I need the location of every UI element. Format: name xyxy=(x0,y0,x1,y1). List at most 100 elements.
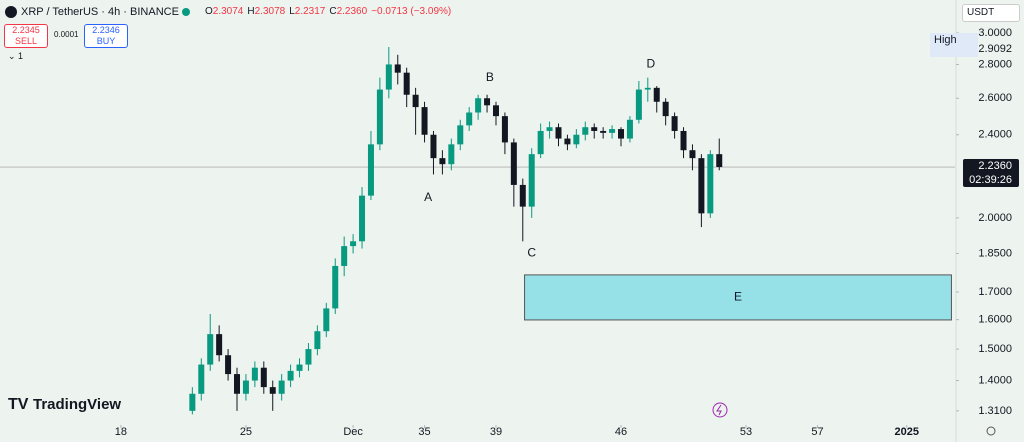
ohlc-key: C xyxy=(329,6,337,17)
candle-body xyxy=(609,129,616,133)
annotation: A xyxy=(424,190,432,204)
candle-body xyxy=(207,334,214,365)
zone xyxy=(524,274,952,321)
status-dot xyxy=(182,8,190,16)
y-tick-label: 2.6000 xyxy=(978,92,1012,104)
indicator-count: 1 xyxy=(18,51,24,61)
event-icon[interactable] xyxy=(712,402,728,418)
x-tick-label: Dec xyxy=(343,426,363,438)
y-tick-label: 2.8000 xyxy=(978,58,1012,70)
brand-mark: TV xyxy=(8,396,29,413)
candle-body xyxy=(332,265,339,309)
annotation: C xyxy=(527,246,536,260)
candle-body xyxy=(707,154,714,214)
candle-body xyxy=(546,127,553,131)
candle-body xyxy=(519,184,526,207)
y-tick-label: 1.8500 xyxy=(978,247,1012,259)
candle-body xyxy=(501,116,508,143)
candle-body xyxy=(385,64,392,90)
candle-body xyxy=(305,349,312,365)
price-badge-value: 2.2360 xyxy=(978,160,1012,172)
ohlc-legend: O2.3074 H2.3078 L2.2317 C2.2360 −0.0713 (−3.… xyxy=(205,6,451,17)
candle-body xyxy=(403,72,410,95)
candle-body xyxy=(412,94,419,108)
candle-body xyxy=(278,380,285,394)
settings-icon[interactable] xyxy=(986,426,996,436)
candle-body xyxy=(671,116,678,131)
y-tick-label: 1.7000 xyxy=(978,286,1012,298)
candle-body xyxy=(680,130,687,151)
candle-body xyxy=(269,387,276,394)
sell-button[interactable]: 2.2345 SELL xyxy=(4,24,48,48)
candle-body xyxy=(573,134,580,145)
candle-body xyxy=(662,101,669,117)
y-tick-label: 1.6000 xyxy=(978,314,1012,326)
x-tick-label: 57 xyxy=(811,426,823,438)
y-tick-label: 2.0000 xyxy=(978,212,1012,224)
candle-body xyxy=(510,142,517,185)
candle-body xyxy=(475,98,482,113)
buy-label: BUY xyxy=(96,36,116,46)
ohlc-change: −0.0713 (−3.09%) xyxy=(371,6,452,17)
spread: 0.0001 xyxy=(54,30,79,39)
candle-body xyxy=(323,308,330,332)
price-badge xyxy=(963,159,1019,188)
candle-body xyxy=(287,370,294,381)
x-tick-label: 46 xyxy=(615,426,627,438)
ohlc-key: O xyxy=(205,6,213,17)
candle-body xyxy=(439,158,446,165)
high-value: 2.9092 xyxy=(978,43,1012,55)
high-label: High xyxy=(934,34,957,46)
candle-body xyxy=(234,374,241,394)
ohlc-value: 2.3078 xyxy=(254,6,286,17)
candle-body xyxy=(716,154,723,168)
x-tick-label: 2025 xyxy=(895,426,919,438)
annotation: B xyxy=(486,70,494,84)
candle-body xyxy=(260,367,267,388)
candle-body xyxy=(242,380,249,394)
candle-body xyxy=(528,154,535,207)
symbol-title[interactable]: XRP / TetherUS · 4h · BINANCE xyxy=(21,6,179,18)
y-tick-label: 3.0000 xyxy=(978,27,1012,39)
y-tick-label: 2.4000 xyxy=(978,129,1012,141)
candle-body xyxy=(555,127,562,139)
candle-body xyxy=(251,367,258,381)
candle-body xyxy=(591,127,598,131)
candle-body xyxy=(618,129,625,139)
sell-price: 2.2345 xyxy=(12,25,40,35)
ohlc-value: 2.2360 xyxy=(336,6,368,17)
candle-body xyxy=(394,64,401,73)
candle-body xyxy=(484,98,491,106)
candle-body xyxy=(653,87,660,102)
y-tick-label: 1.5000 xyxy=(978,343,1012,355)
buy-button[interactable]: 2.2346 BUY xyxy=(84,24,128,48)
indicator-toggle[interactable]: ⌄ 1 xyxy=(8,51,24,61)
candle-body xyxy=(626,119,633,139)
candle-body xyxy=(537,130,544,155)
candle-body xyxy=(314,331,321,350)
candle-body xyxy=(198,364,205,394)
candle-body xyxy=(582,127,589,135)
buy-price: 2.2346 xyxy=(92,25,120,35)
x-tick-label: 39 xyxy=(490,426,502,438)
candle-body xyxy=(564,138,571,145)
candle-body xyxy=(448,144,455,165)
candle-body xyxy=(367,144,374,196)
candle-body xyxy=(296,364,303,371)
zone-label: E xyxy=(734,290,742,304)
y-tick-label: 1.3100 xyxy=(978,405,1012,417)
x-tick-label: 25 xyxy=(240,426,252,438)
candle-body xyxy=(457,125,464,145)
x-tick-label: 53 xyxy=(740,426,752,438)
ohlc-key: H xyxy=(247,6,255,17)
ohlc-key: L xyxy=(289,6,295,17)
currency-select[interactable]: USDT xyxy=(962,4,1020,22)
x-tick-label: 18 xyxy=(115,426,127,438)
candle-body xyxy=(492,105,499,117)
y-tick-label: 1.4000 xyxy=(978,374,1012,386)
ohlc-value: 2.2317 xyxy=(294,6,326,17)
candle-body xyxy=(359,195,366,242)
candle-body xyxy=(689,150,696,159)
